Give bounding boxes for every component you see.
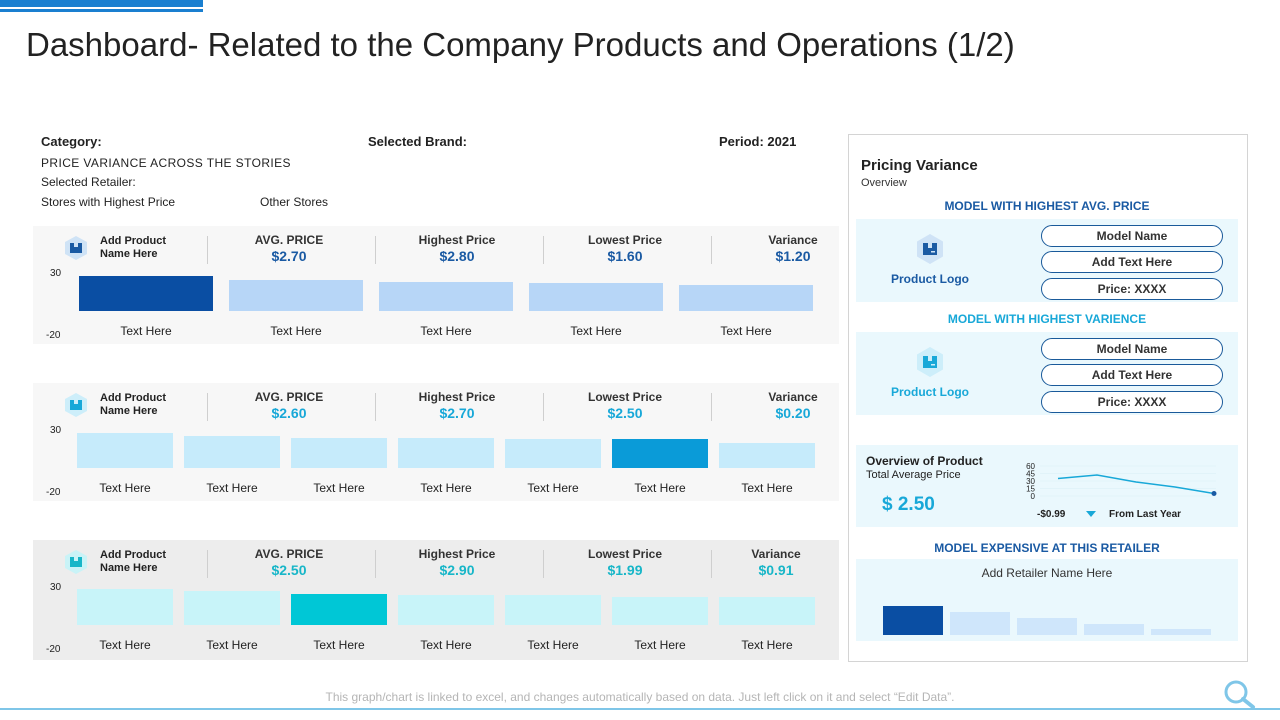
price-pill[interactable]: Price: XXXX [1041, 278, 1223, 300]
retailer-name: Add Retailer Name Here [981, 566, 1113, 580]
down-arrow-icon [1086, 511, 1096, 517]
delta-label: From Last Year [1109, 509, 1182, 520]
mini-tick-label: 45 [1026, 470, 1035, 479]
overview-value: $ 2.50 [882, 494, 935, 515]
mini-tick-label: 0 [1031, 492, 1036, 501]
expensive-model-heading: MODEL EXPENSIVE AT THIS RETAILER [934, 541, 1160, 555]
product-logo-label: Product Logo [891, 385, 969, 399]
period-label: Period: 2021 [719, 134, 797, 149]
pricing-variance-subtitle: Overview [861, 177, 907, 189]
footer-note: This graph/chart is linked to excel, and… [325, 690, 955, 704]
overview-card [856, 445, 1238, 527]
retailer-bar[interactable] [950, 612, 1010, 635]
stores-highest-label: Stores with Highest Price [41, 195, 176, 209]
retailer-bar[interactable] [1084, 624, 1144, 635]
model-name-pill[interactable]: Model Name [1041, 338, 1223, 360]
top-accent-bar [0, 0, 203, 7]
trend-line [1057, 474, 1215, 495]
model-name-pill[interactable]: Model Name [1041, 225, 1223, 247]
retailer-bar[interactable] [1017, 618, 1077, 635]
product-row-2 [33, 383, 839, 501]
product-row-3 [33, 540, 839, 660]
highest-variance-heading: MODEL WITH HIGHEST VARIENCE [947, 312, 1147, 326]
price-pill[interactable]: Price: XXXX [1041, 391, 1223, 413]
category-label: Category: [41, 134, 102, 149]
overview-title: Overview of Product [866, 454, 983, 468]
selected-brand-label: Selected Brand: [368, 134, 467, 149]
product-logo-label: Product Logo [891, 272, 969, 286]
trend-end-point [1211, 491, 1217, 496]
pricing-variance-title: Pricing Variance [861, 157, 978, 174]
product-box-icon [914, 346, 946, 378]
selected-retailer-label: Selected Retailer: [41, 175, 136, 189]
product-row-1 [33, 226, 839, 344]
add-text-pill[interactable]: Add Text Here [1041, 364, 1223, 386]
top-accent-line [0, 9, 203, 12]
delta-value: -$0.99 [1037, 509, 1066, 520]
retailer-bar[interactable] [883, 606, 943, 635]
mini-tick-label: 60 [1026, 462, 1035, 471]
bottom-line [0, 708, 1280, 710]
mini-tick-label: 30 [1026, 477, 1035, 486]
overview-subtitle: Total Average Price [866, 469, 961, 481]
mini-tick-label: 15 [1026, 485, 1035, 494]
other-stores-label: Other Stores [260, 195, 329, 209]
search-icon[interactable] [1222, 679, 1256, 714]
highest-avg-price-heading: MODEL WITH HIGHEST AVG. PRICE [944, 199, 1150, 213]
product-box-icon [914, 233, 946, 265]
price-variance-heading: PRICE VARIANCE ACROSS THE STORIES [41, 156, 291, 170]
retailer-bar-chart [883, 606, 1211, 635]
page-title: Dashboard- Related to the Company Produc… [26, 26, 1015, 63]
add-text-pill[interactable]: Add Text Here [1041, 251, 1223, 273]
retailer-bar[interactable] [1151, 629, 1211, 635]
